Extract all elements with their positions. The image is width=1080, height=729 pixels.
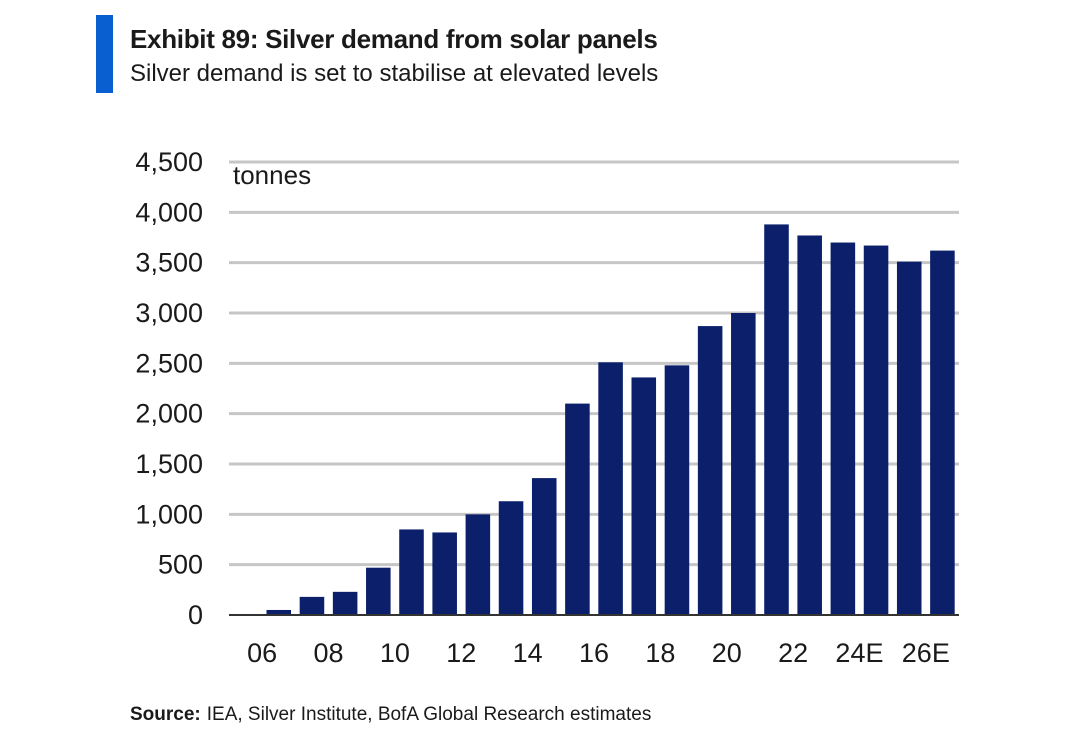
x-tick-label: 18 [645, 638, 675, 668]
x-tick-label: 12 [446, 638, 476, 668]
bar [863, 245, 889, 615]
bar [432, 532, 457, 615]
bar [565, 403, 590, 615]
source-text: IEA, Silver Institute, BofA Global Resea… [206, 704, 652, 725]
x-tick-label: 08 [314, 638, 344, 668]
y-tick-label: 2,500 [135, 348, 203, 378]
bar [531, 478, 557, 615]
title-accent-bar [96, 15, 113, 93]
source-label: Source: [130, 704, 201, 725]
source-note: Source: IEA, Silver Institute, BofA Globa… [130, 704, 651, 726]
bar [399, 529, 424, 615]
y-tick-label: 500 [158, 550, 203, 580]
x-tick-label: 22 [778, 638, 808, 668]
bar [896, 261, 922, 615]
bar [332, 591, 358, 615]
y-tick-label: 4,500 [135, 147, 203, 177]
x-tick-label: 26E [902, 638, 950, 668]
bar [465, 514, 491, 615]
x-tick-label: 10 [380, 638, 410, 668]
bar [930, 250, 955, 615]
y-tick-label: 1,500 [135, 449, 203, 479]
bar [731, 313, 756, 615]
y-tick-label: 1,000 [135, 499, 203, 529]
x-tick-label: 24E [835, 638, 883, 668]
bar [366, 567, 391, 615]
bar [498, 501, 524, 615]
bar [830, 242, 856, 616]
bar [697, 326, 723, 615]
y-tick-label: 3,000 [135, 298, 203, 328]
y-tick-label: 3,500 [135, 248, 203, 278]
y-tick-label: 0 [188, 600, 203, 630]
y-tick-label: 2,000 [135, 399, 203, 429]
y-axis-unit-label: tonnes [233, 160, 311, 190]
bar [664, 365, 690, 615]
x-tick-label: 16 [579, 638, 609, 668]
exhibit-subtitle: Silver demand is set to stabilise at ele… [130, 60, 659, 87]
bar [764, 224, 789, 615]
bar [266, 609, 292, 615]
bar [797, 235, 822, 615]
bar [598, 362, 623, 615]
bar [631, 377, 657, 615]
x-tick-label: 14 [513, 638, 543, 668]
x-tick-label: 06 [247, 638, 277, 668]
bar [299, 596, 325, 615]
y-tick-label: 4,000 [135, 197, 203, 227]
exhibit-title: Exhibit 89: Silver demand from solar pan… [130, 24, 658, 54]
x-tick-label: 20 [712, 638, 742, 668]
